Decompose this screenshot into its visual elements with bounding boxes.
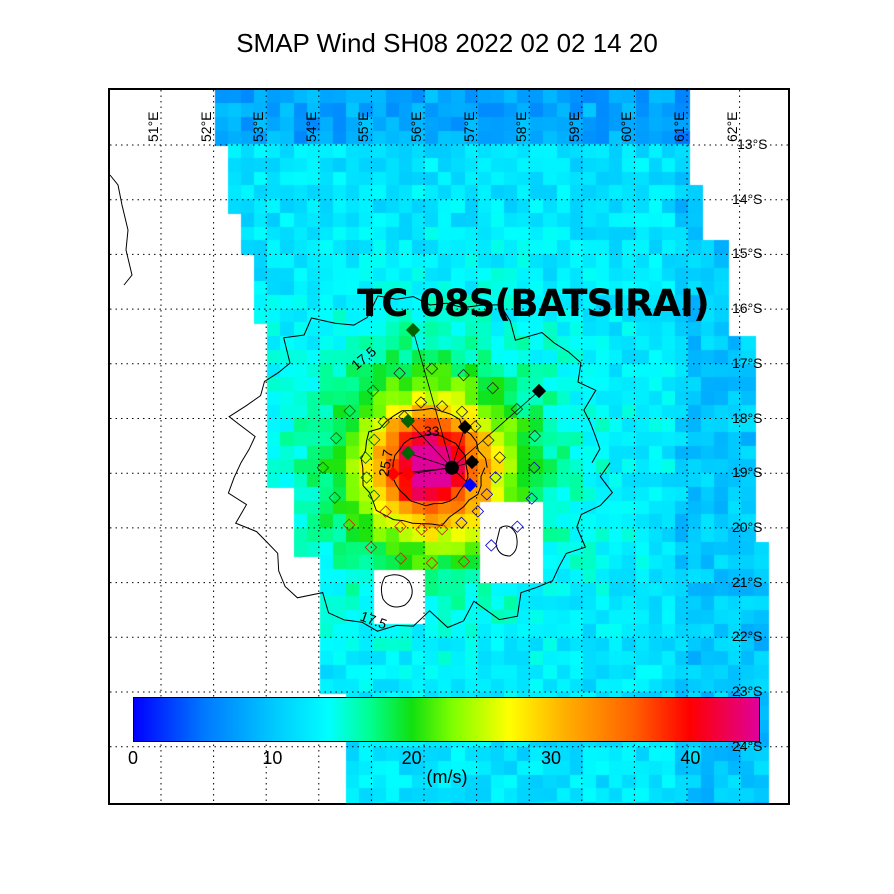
wind-radius-marker [360,471,373,484]
plot-title: SMAP Wind SH08 2022 02 02 14 20 [236,28,658,58]
wind-radius-marker [528,461,541,474]
latitude-label: 14°S [732,190,763,207]
wind-radius-marker [364,541,378,554]
colorbar [133,697,760,742]
wind-radius-marker [394,520,407,533]
wind-radius-marker [316,461,330,474]
wind-radius-marker [489,471,502,484]
radius-line [407,467,452,475]
longitude-label: 60°E [618,111,635,142]
longitude-label: 58°E [513,111,530,142]
radius-line [451,426,466,468]
wind-radius-marker [394,552,408,565]
wind-radius-max-marker [400,466,416,482]
wind-radius-marker [435,400,449,413]
wind-radius-marker [455,405,469,418]
wind-radius-marker [343,404,356,418]
longitude-label: 52°E [197,111,214,142]
contour-17-5 [227,295,614,632]
wind-radius-marker [366,384,380,397]
longitude-label: 59°E [565,111,582,142]
wind-radius-marker [455,516,468,530]
wind-radius-marker [425,556,439,570]
longitude-label: 61°E [671,111,687,142]
wind-radius-marker [482,434,495,447]
wind-radius-marker [393,367,406,380]
contour-25-7 [360,407,488,527]
wind-radius-marker [414,396,428,409]
wind-radius-marker [367,489,381,502]
wind-radius-marker [510,402,524,416]
latitude-label: 21°S [732,573,763,590]
colorbar-tick-label: 30 [540,748,562,768]
latitude-label: 19°S [732,464,763,481]
reunion-coastline [380,574,413,608]
contour-label-33: 33 [424,423,440,439]
wind-radius-marker [415,523,428,536]
wind-radius-marker [457,555,471,568]
wind-radius-max-marker [464,454,480,470]
wind-radius-marker [329,431,343,445]
wind-radius-marker [528,429,541,443]
colorbar-tick-label: 10 [262,748,283,768]
longitude-label: 57°E [460,111,477,142]
wind-radius-marker [471,505,485,518]
radius-line [407,452,453,469]
storm-center-marker [444,460,459,475]
map-frame: TC 08S(BATSIRAI) 17.5 17.5 25.7 33 51°E 5… [108,88,790,805]
wind-radius-marker [511,520,524,533]
wind-radius-marker [359,451,372,464]
latitude-label: 22°S [732,628,763,645]
latitude-label: 16°S [732,300,763,317]
wind-radius-max-marker [531,383,547,399]
latitude-label: 18°S [732,409,763,426]
longitude-label: 55°E [355,111,372,142]
radius-line [412,329,453,468]
wind-radius-marker [485,539,498,552]
wind-radius-marker [486,381,499,395]
mauritius-coastline [495,525,518,557]
colorbar-tick-label: 20 [401,748,422,768]
madagascar-coastline [110,174,133,286]
longitude-label: 54°E [302,111,319,142]
latitude-label: 15°S [732,245,763,262]
wind-radius-max-marker [400,445,416,461]
wind-radius-marker [525,492,538,505]
wind-radius-marker [377,415,390,429]
wind-radius-marker [328,491,341,504]
wind-radius-max-marker [385,466,401,482]
wind-radius-marker [480,488,494,501]
longitude-label: 51°E [145,111,161,142]
latitude-label: 20°S [732,518,763,535]
longitude-label: 56°E [408,111,424,142]
radius-line [451,390,540,469]
wind-radius-marker [425,362,439,375]
latitude-label: 23°S [732,683,763,699]
storm-label: TC 08S(BATSIRAI) [357,282,710,325]
map-overlay [110,90,788,803]
wind-radius-marker [367,433,381,447]
wind-speed-field [110,90,788,803]
wind-radius-max-marker [405,322,421,338]
wind-radius-marker [457,368,470,382]
radius-line [407,420,453,469]
latitude-label: 13°S [737,136,768,152]
colorbar-tick-label: 40 [680,748,701,768]
longitude-label: 53°E [250,111,267,142]
wind-radius-max-marker [462,477,478,493]
latitude-label: 17°S [732,354,763,371]
wind-radius-marker [493,451,506,464]
wind-radius-marker [342,518,356,532]
wind-radius-marker [469,420,482,433]
wind-radius-max-marker [457,419,473,435]
wind-radius-marker [379,505,392,518]
wind-radius-marker [435,522,449,536]
colorbar-tick-label: 0 [127,748,139,768]
colorbar-units: (m/s) [426,767,468,787]
wind-radius-max-marker [400,413,416,429]
